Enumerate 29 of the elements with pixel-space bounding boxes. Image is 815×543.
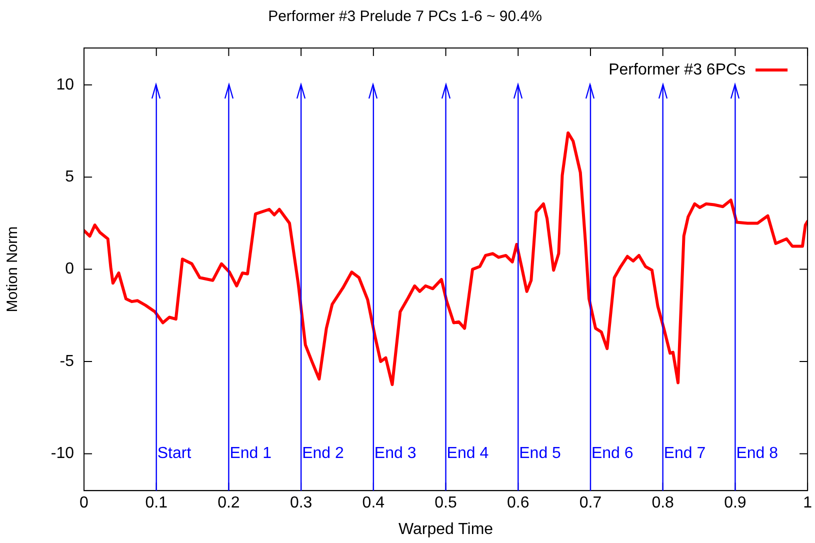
- x-tick-label: 0.1: [145, 494, 168, 512]
- ref-line-label: End 3: [374, 445, 416, 462]
- ref-line-label: End 6: [591, 445, 634, 462]
- x-tick-label: 0.8: [652, 494, 674, 512]
- ref-line-label: End 7: [664, 445, 706, 462]
- x-tick-label: 1: [803, 494, 812, 512]
- y-tick-label: -10: [50, 445, 74, 462]
- x-tick-label: 0.9: [724, 494, 746, 512]
- chart-title: Performer #3 Prelude 7 PCs 1-6 ~ 90.4%: [268, 8, 542, 26]
- x-tick-label: 0.3: [290, 494, 312, 512]
- legend-label: Performer #3 6PCs: [608, 61, 746, 78]
- x-tick-label: 0.7: [579, 494, 602, 512]
- y-tick-label: 5: [65, 168, 74, 186]
- ref-line-label: End 1: [230, 445, 272, 462]
- x-tick-label: 0.4: [362, 494, 385, 512]
- x-tick-label: 0.2: [218, 494, 240, 512]
- ref-line-label: End 8: [736, 445, 778, 462]
- x-tick-label: 0.6: [507, 494, 530, 512]
- x-tick-label: 0.5: [434, 494, 457, 512]
- ref-line-label: End 2: [302, 445, 344, 462]
- ref-line-label: End 4: [446, 445, 489, 462]
- x-axis-title: Warped Time: [398, 520, 494, 538]
- x-tick-label: 0: [80, 494, 89, 512]
- ref-line-label: End 5: [519, 445, 562, 462]
- y-axis-title: Motion Norm: [4, 226, 22, 312]
- y-tick-label: 10: [56, 76, 74, 94]
- y-tick-label: 0: [65, 260, 74, 278]
- y-tick-label: -5: [60, 352, 74, 370]
- ref-line-label: Start: [157, 445, 192, 462]
